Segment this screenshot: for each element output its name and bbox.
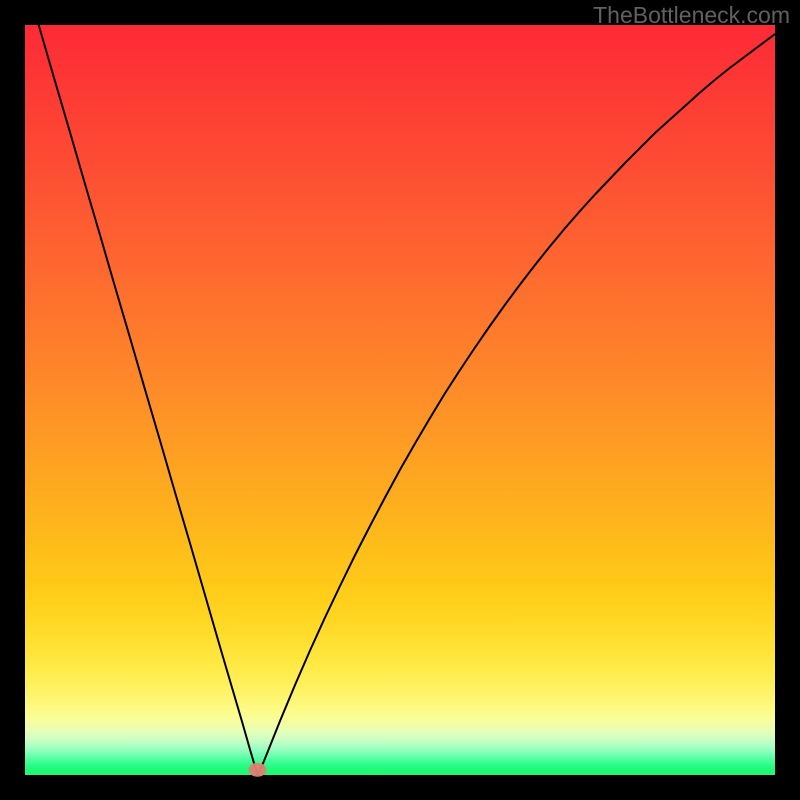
- watermark-text: TheBottleneck.com: [593, 2, 790, 29]
- plot-area: [25, 25, 775, 775]
- chart-root: TheBottleneck.com: [0, 0, 800, 800]
